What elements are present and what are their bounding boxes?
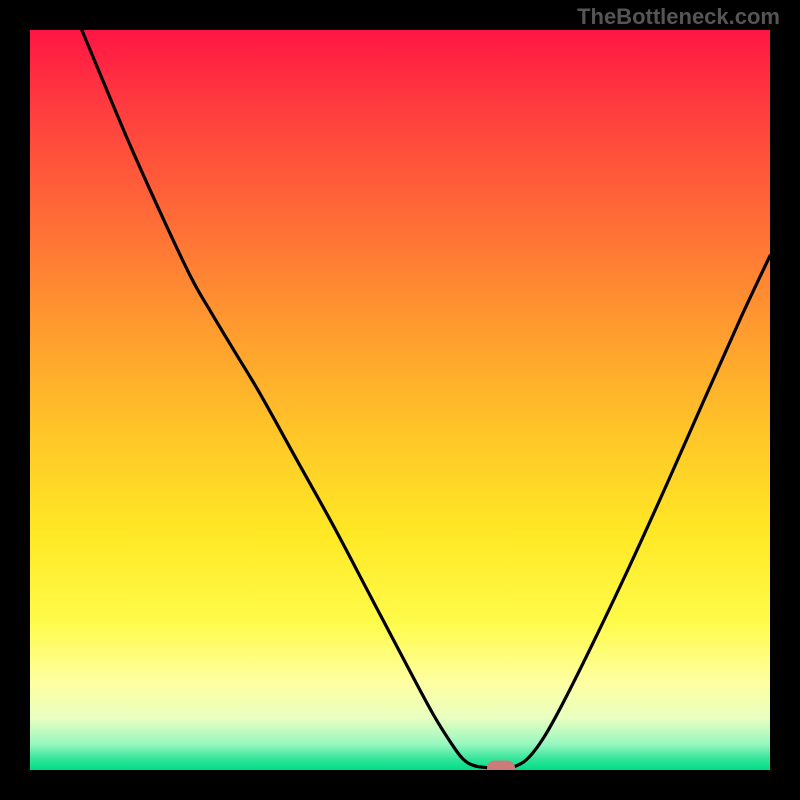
plot-area — [30, 30, 770, 770]
optimal-marker — [487, 760, 515, 770]
bottleneck-curve — [30, 30, 770, 770]
watermark-text: TheBottleneck.com — [577, 4, 780, 30]
